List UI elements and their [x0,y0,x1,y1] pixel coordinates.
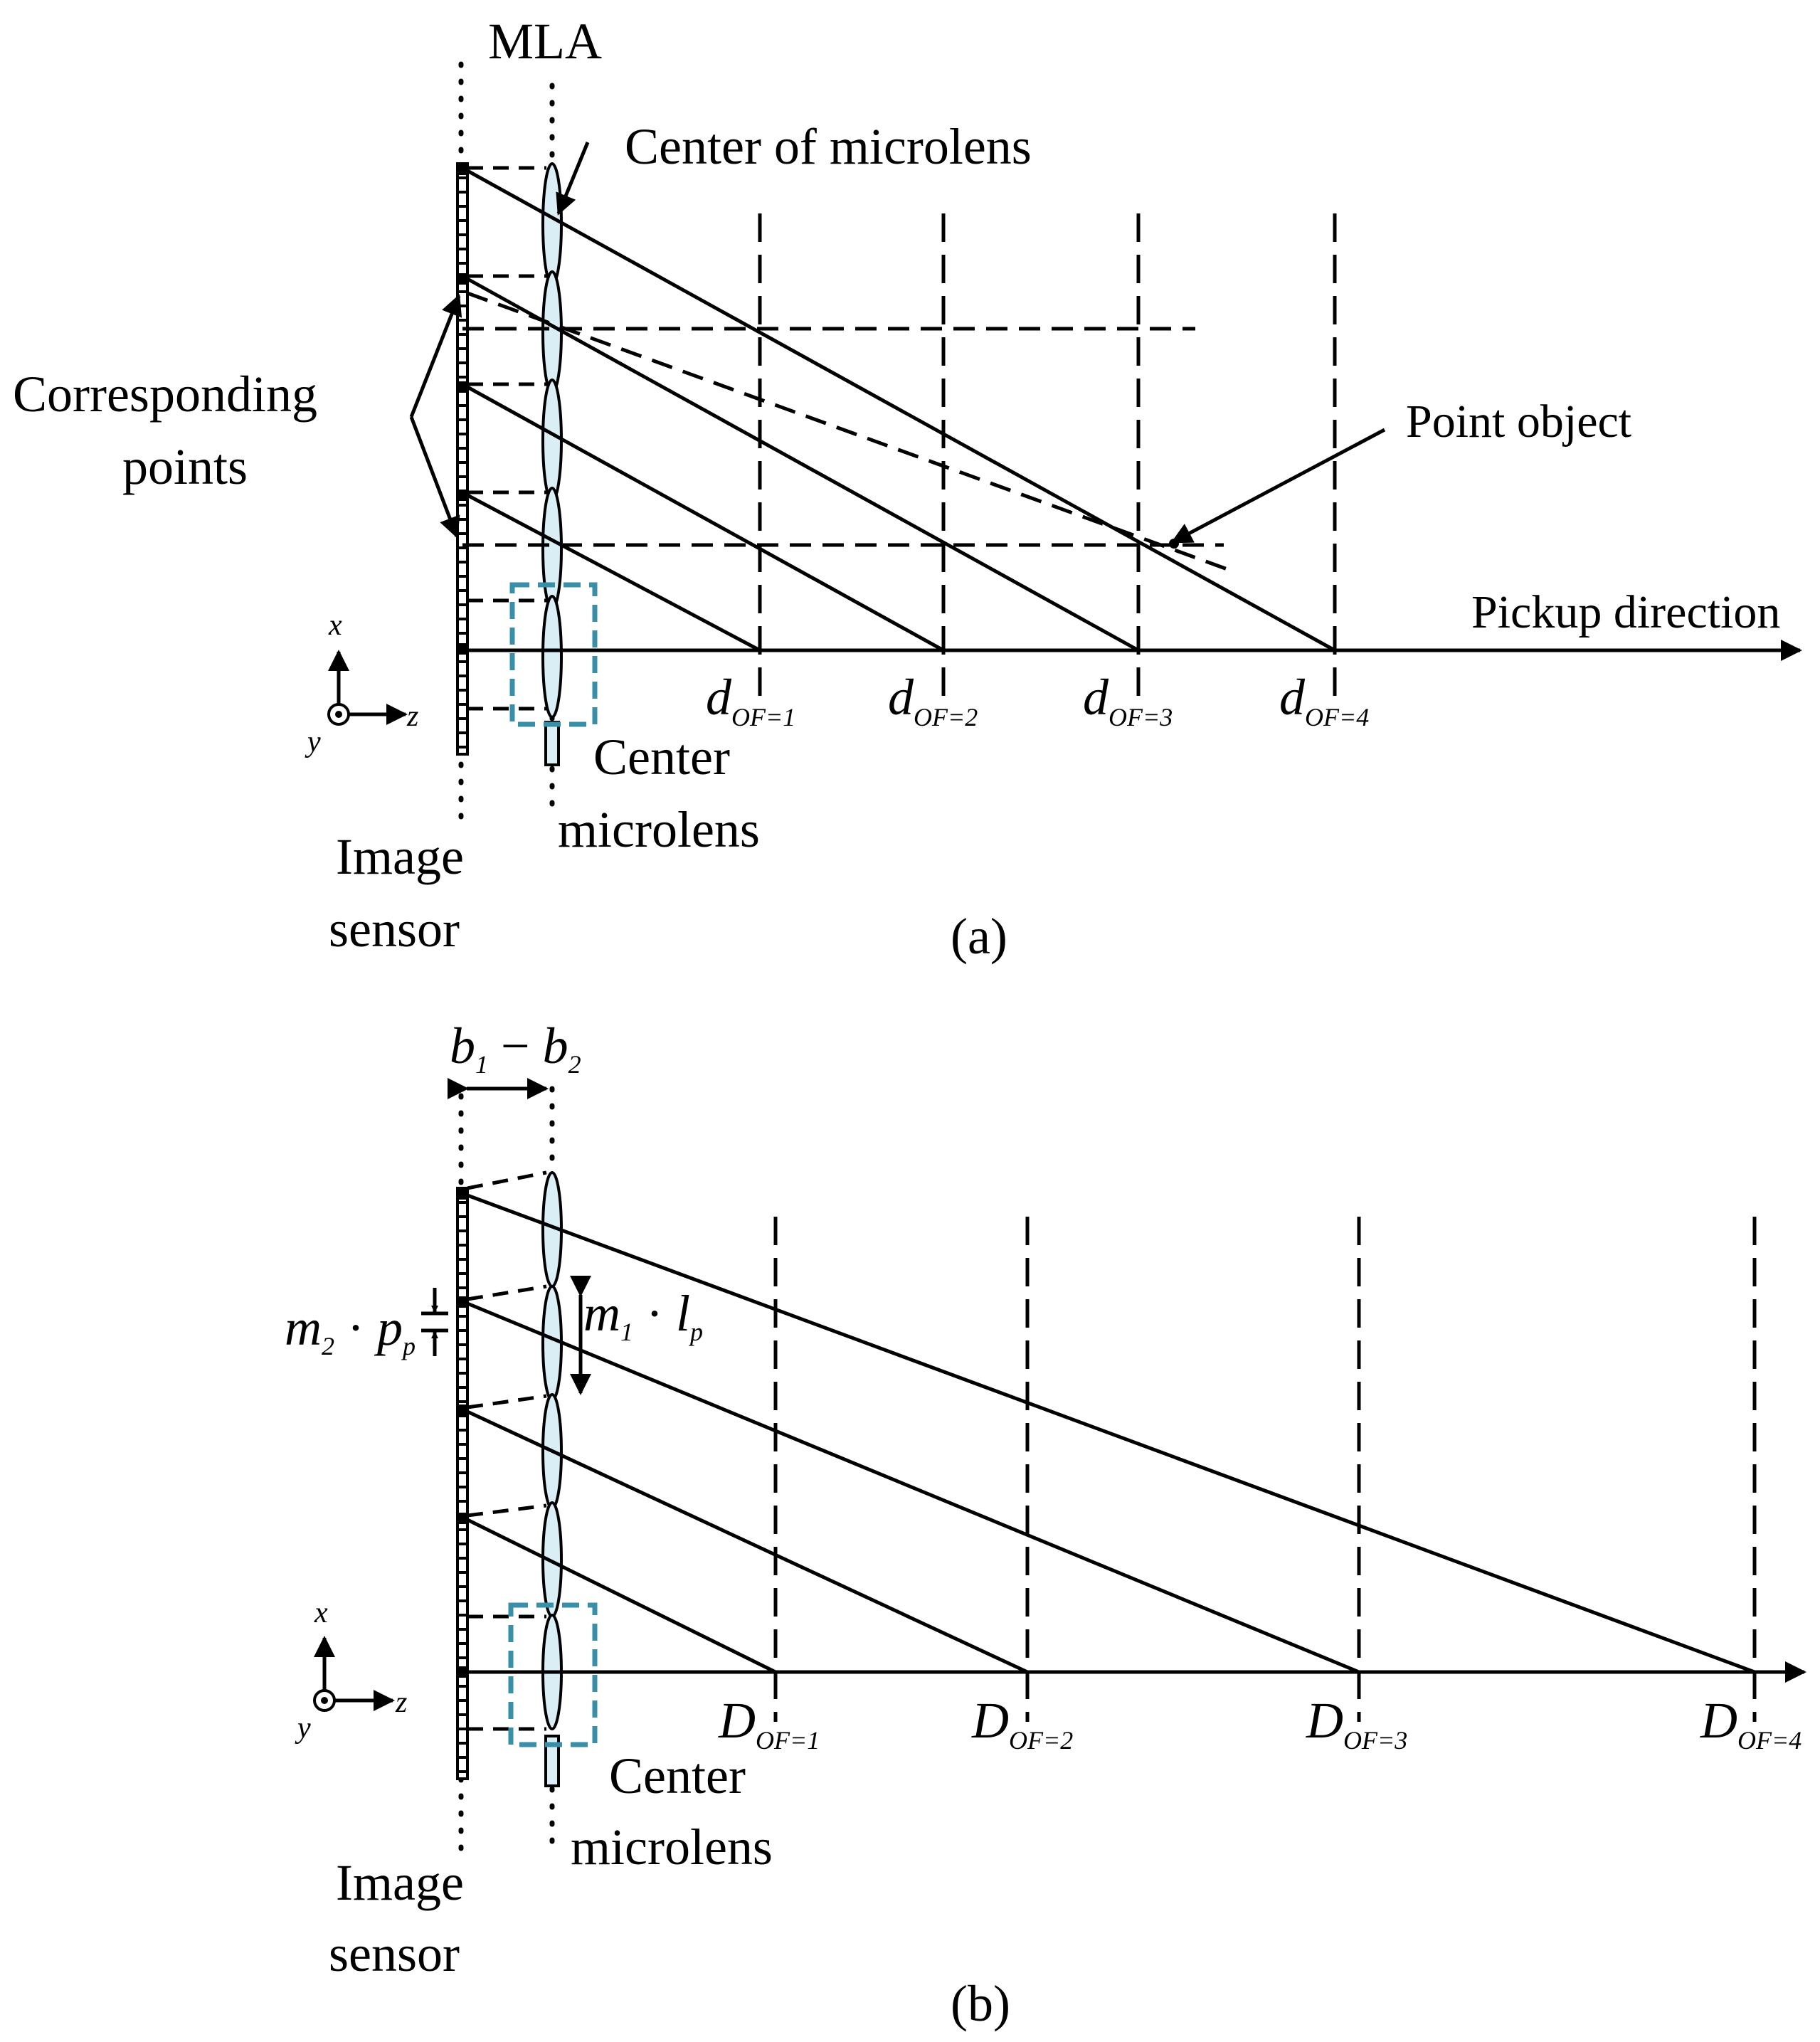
corresponding-point-markers-b [458,1188,467,1678]
center-of-microlens-arrow [556,142,590,216]
center-microlens-label-a-2: microlens [558,801,760,858]
distance-label-b-1: DOF=1 [718,1692,820,1755]
axis-x-label-b: x [314,1597,328,1629]
lens-boundary-dashes-a [467,166,546,711]
distance-label-a-2: dOF=2 [888,669,978,731]
corresponding-points-label-2: points [122,438,248,495]
distance-label-b-4: DOF=4 [1700,1692,1802,1755]
point-object-arrow [1170,428,1386,544]
distance-label-a-1: dOF=1 [706,669,795,731]
microlens-array-b [541,1171,563,1787]
caption-a: (a) [951,908,1007,965]
gap-label: b1 − b2 [450,1017,581,1079]
corresponding-points-label-1: Corresponding [13,366,317,423]
panel-b: b1 − b2 m2 · pp m1 · lp x z y DOF=1 DOF=… [285,1017,1806,2032]
axis-y-label-a: y [305,726,321,758]
image-sensor-label-a-2: sensor [329,901,460,958]
center-microlens-label-a-1: Center [593,729,730,785]
axis-z-label-a: z [406,700,418,733]
pickup-rays-b [466,1193,1755,1674]
pixel-pitch-marker [421,1288,448,1356]
coordinate-axes-b [313,1636,395,1712]
dashed-ray-to-point-a [467,291,1228,571]
corresponding-points-arrow-upper [409,294,462,418]
distance-labels-a: dOF=1 dOF=2 dOF=3 dOF=4 [706,669,1369,731]
distance-label-a-4: dOF=4 [1279,669,1369,731]
center-of-microlens-label: Center of microlens [625,118,1032,175]
distance-labels-b: DOF=1 DOF=2 DOF=3 DOF=4 [718,1692,1802,1755]
center-microlens-highlight-a [509,582,598,727]
image-sensor-label-a-1: Image [336,828,464,885]
lens-pitch-label: m1 · lp [583,1285,703,1346]
distance-label-b-2: DOF=2 [971,1692,1073,1755]
point-object-label: Point object [1406,396,1631,448]
caption-b: (b) [951,1975,1010,2032]
corresponding-point-markers-a [458,164,467,655]
distance-planes-a [758,213,1337,704]
image-sensor-label-b-2: sensor [329,1925,460,1982]
corresponding-points-arrow-lower [409,416,460,539]
coordinate-axes-a [327,650,408,726]
axis-z-label-b: z [395,1686,407,1719]
image-sensor-label-b-1: Image [336,1854,464,1911]
lens-boundary-dashes-b [467,1170,547,1731]
center-microlens-label-b-2: microlens [571,1819,773,1876]
center-microlens-label-b-1: Center [609,1747,746,1804]
distance-planes-b [773,1217,1757,1722]
pickup-direction-label: Pickup direction [1471,586,1780,638]
microlens-array-a [541,162,563,766]
pixel-pitch-label: m2 · pp [285,1299,416,1360]
axis-y-label-b: y [295,1712,311,1745]
distance-label-b-3: DOF=3 [1306,1692,1407,1755]
distance-label-a-3: dOF=3 [1083,669,1173,731]
center-microlens-highlight-b [508,1602,598,1747]
image-sensor-strip-a [456,162,469,756]
pickup-rays-a [466,169,1336,652]
panel-a: MLA Center of microlens Corresponding po… [13,13,1802,965]
mla-label: MLA [488,13,602,70]
image-sensor-strip-b [456,1187,469,1780]
axis-x-label-a: x [328,609,342,642]
